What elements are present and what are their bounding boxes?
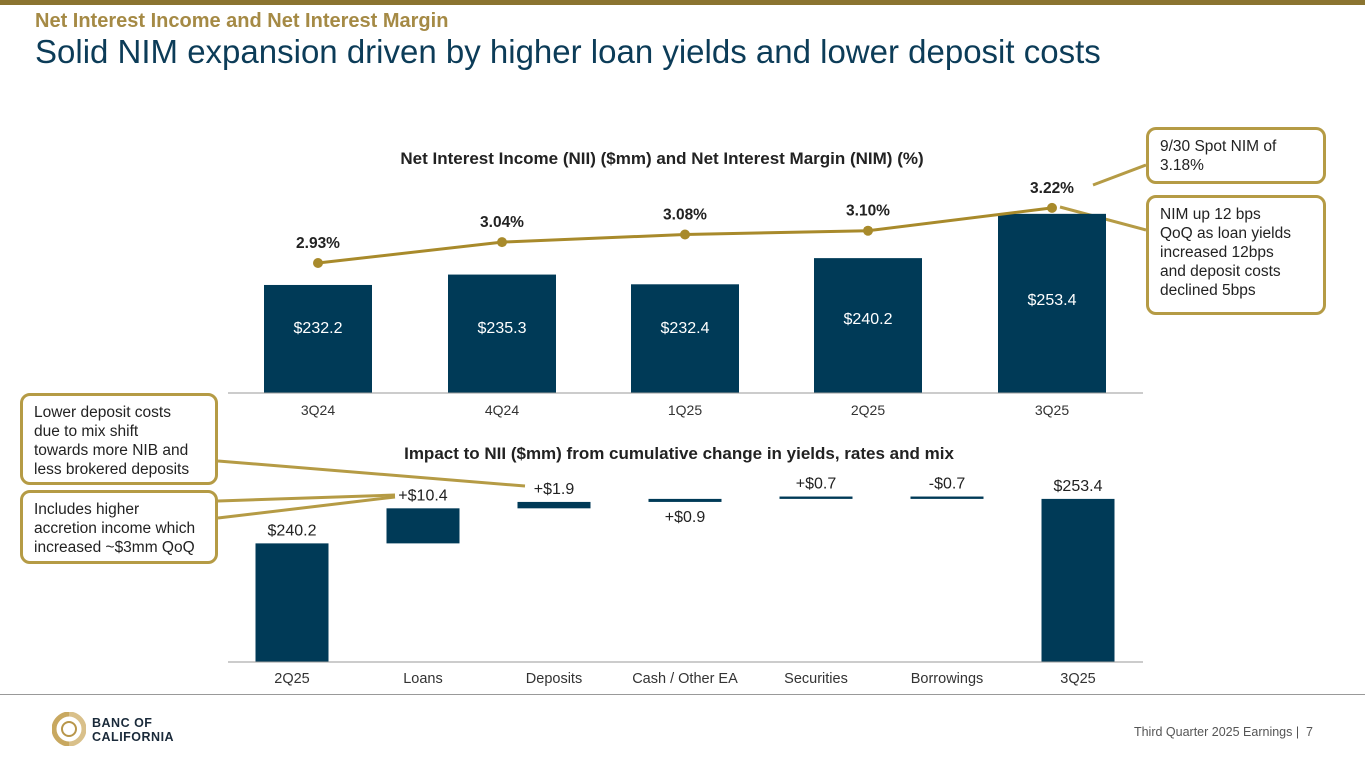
x-tick-label: Deposits: [526, 671, 582, 687]
connector-deposits: [217, 459, 526, 488]
callout-accretion: Includes higher accretion income which inc…: [20, 490, 218, 564]
callout-line: towards more NIB and: [34, 442, 189, 459]
callout-line: QoQ as loan yields: [1160, 225, 1291, 242]
callout-line: 3.18%: [1160, 157, 1204, 174]
callout-line: accretion income which: [34, 520, 196, 537]
waterfall-bar: [910, 496, 984, 499]
nim-point: [497, 237, 507, 248]
callout-line: increased ~$3mm QoQ: [34, 539, 195, 556]
nim-point: [313, 258, 323, 268]
connector-spot-nim: [1092, 163, 1147, 187]
waterfall-bar: [1041, 498, 1115, 662]
x-tick-label: Loans: [403, 671, 443, 687]
nim-label: 2.93%: [296, 235, 340, 252]
x-tick-label: 4Q24: [485, 402, 519, 418]
section-kicker: Net Interest Income and Net Interest Mar…: [35, 10, 449, 32]
nii-bar-label: $253.4: [1028, 292, 1077, 309]
callout-line: Lower deposit costs: [34, 404, 171, 421]
nim-label: 3.04%: [480, 214, 524, 231]
callout-line: declined 5bps: [1160, 282, 1256, 299]
nii-waterfall-chart: Impact to NII ($mm) from cumulative chan…: [228, 444, 1143, 687]
nim-point: [863, 225, 873, 236]
waterfall-value-label: -$0.7: [929, 476, 966, 493]
connector-loans-lower: [217, 495, 396, 520]
callout-line: due to mix shift: [34, 423, 139, 440]
nii-bar-label: $235.3: [478, 320, 527, 337]
logo-wordmark: BANC OF CALIFORNIA: [92, 716, 174, 744]
callout-line: NIM up 12 bps: [1160, 206, 1261, 223]
nii-bar: [998, 213, 1106, 393]
nim-label: 3.08%: [663, 207, 707, 224]
x-tick-label: 3Q25: [1035, 402, 1069, 418]
callout-nim-up: NIM up 12 bps QoQ as loan yields increased…: [1146, 195, 1326, 315]
nim-label: 3.10%: [846, 203, 890, 220]
callout-line: increased 12bps: [1160, 244, 1274, 261]
footer-divider: [0, 694, 1365, 695]
callout-line: less brokered deposits: [34, 461, 190, 478]
nii-bar-label: $232.2: [294, 320, 343, 337]
page-number: 7: [1306, 725, 1313, 739]
footer-label: Third Quarter 2025 Earnings: [1133, 725, 1293, 739]
waterfall-bar: [779, 496, 853, 499]
x-tick-label: Cash / Other EA: [632, 671, 738, 687]
x-tick-label: 2Q25: [851, 402, 885, 418]
banc-of-california-logo-icon: [52, 712, 86, 746]
connector-loans-upper: [217, 493, 396, 503]
waterfall-bar: [517, 501, 591, 509]
nii-bar: [448, 274, 556, 393]
footer-text: Third Quarter 2025 Earnings | 7: [1133, 725, 1313, 739]
waterfall-value-label: +$0.7: [796, 476, 837, 493]
waterfall-value-label: $253.4: [1054, 478, 1103, 495]
nim-label: 3.22%: [1030, 180, 1074, 197]
logo-line-1: BANC OF: [92, 716, 153, 730]
chart-title: Impact to NII ($mm) from cumulative chan…: [404, 444, 954, 463]
callout-line: Includes higher: [34, 501, 140, 518]
x-tick-label: 3Q25: [1060, 671, 1095, 687]
nii-bar: [264, 284, 372, 393]
x-tick-label: 2Q25: [274, 671, 309, 687]
callout-line: and deposit costs: [1160, 263, 1281, 280]
nii-bar: [814, 258, 922, 393]
callout-deposit-costs: Lower deposit costs due to mix shift towar…: [20, 393, 218, 485]
nii-nim-chart: Net Interest Income (NII) ($mm) and Net …: [228, 149, 1143, 418]
waterfall-value-label: $240.2: [268, 522, 317, 539]
x-tick-label: Borrowings: [911, 671, 984, 687]
callout-spot-nim: 9/30 Spot NIM of 3.18%: [1146, 127, 1326, 184]
chart-title: Net Interest Income (NII) ($mm) and Net …: [400, 149, 923, 168]
nii-bar-label: $232.4: [661, 320, 710, 337]
callout-line: 9/30 Spot NIM of: [1160, 138, 1277, 155]
logo-line-2: CALIFORNIA: [92, 730, 175, 744]
waterfall-bar: [386, 508, 460, 544]
nii-bar: [631, 284, 739, 393]
waterfall-bar: [648, 498, 722, 502]
waterfall-value-label: +$0.9: [665, 509, 706, 526]
nim-point: [680, 229, 690, 240]
waterfall-value-label: +$10.4: [398, 487, 447, 504]
nii-bar-label: $240.2: [844, 311, 893, 328]
page-title: Solid NIM expansion driven by higher loa…: [35, 33, 1101, 70]
nim-point: [1047, 202, 1057, 213]
top-accent-bar: [0, 0, 1365, 5]
x-tick-label: 3Q24: [301, 402, 335, 418]
x-tick-label: 1Q25: [668, 402, 702, 418]
x-tick-label: Securities: [784, 671, 848, 687]
waterfall-value-label: +$1.9: [534, 481, 575, 498]
waterfall-bar: [255, 543, 329, 662]
